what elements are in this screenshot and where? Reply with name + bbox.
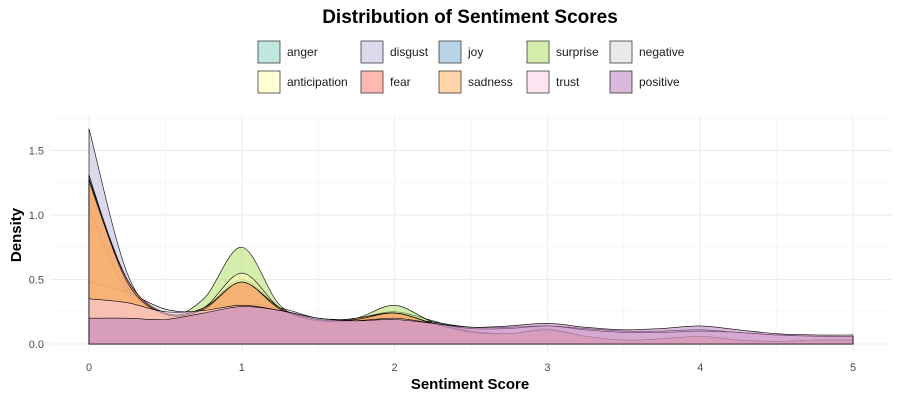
x-tick-label: 1 [239,362,245,374]
density-area-positive [88,306,854,345]
legend-label-joy: joy [467,45,483,59]
legend-swatch-anticipation [257,70,281,94]
legend-swatch-fear [360,70,384,94]
x-axis-title: Sentiment Score [411,376,529,393]
legend-swatch-surprise [526,40,550,64]
legend-label-disgust: disgust [390,45,429,59]
legend-item-sadness: sadness [438,70,513,94]
legend-item-surprise: surprise [526,40,599,64]
y-tick-label: 1.0 [29,210,44,222]
y-tick-label: 0.0 [29,339,44,351]
x-axis-ticks: 0 1 2 3 4 5 [86,362,856,374]
legend-item-trust: trust [526,70,580,94]
legend-item-fear: fear [360,70,411,94]
legend-label-fear: fear [390,75,411,89]
legend-item-anger: anger [257,40,318,64]
x-tick-label: 3 [544,362,550,374]
legend-item-joy: joy [438,40,483,64]
legend: anger disgust joy surprise negative anticipat… [257,40,685,94]
legend-swatch-joy [438,40,462,64]
density-areas [88,128,854,345]
legend-label-anger: anger [287,45,318,59]
legend-swatch-anger [257,40,281,64]
x-tick-label: 4 [697,362,703,374]
legend-swatch-negative [609,40,633,64]
legend-swatch-positive [609,70,633,94]
legend-item-disgust: disgust [360,40,429,64]
chart-title: Distribution of Sentiment Scores [322,7,618,28]
legend-label-negative: negative [639,45,685,59]
legend-label-anticipation: anticipation [287,75,348,89]
legend-item-positive: positive [609,70,680,94]
legend-item-negative: negative [609,40,685,64]
y-axis-title: Density [8,207,25,262]
x-tick-label: 0 [86,362,92,374]
legend-swatch-disgust [360,40,384,64]
legend-label-sadness: sadness [468,75,513,89]
y-tick-label: 0.5 [29,275,44,287]
legend-swatch-trust [526,70,550,94]
y-tick-label: 1.5 [29,146,44,158]
y-axis-ticks: 0.0 0.5 1.0 1.5 [29,146,44,352]
legend-item-anticipation: anticipation [257,70,348,94]
x-tick-label: 2 [392,362,398,374]
legend-label-positive: positive [639,75,680,89]
x-tick-label: 5 [850,362,856,374]
legend-swatch-sadness [438,70,462,94]
legend-label-surprise: surprise [556,45,599,59]
legend-label-trust: trust [556,75,580,89]
